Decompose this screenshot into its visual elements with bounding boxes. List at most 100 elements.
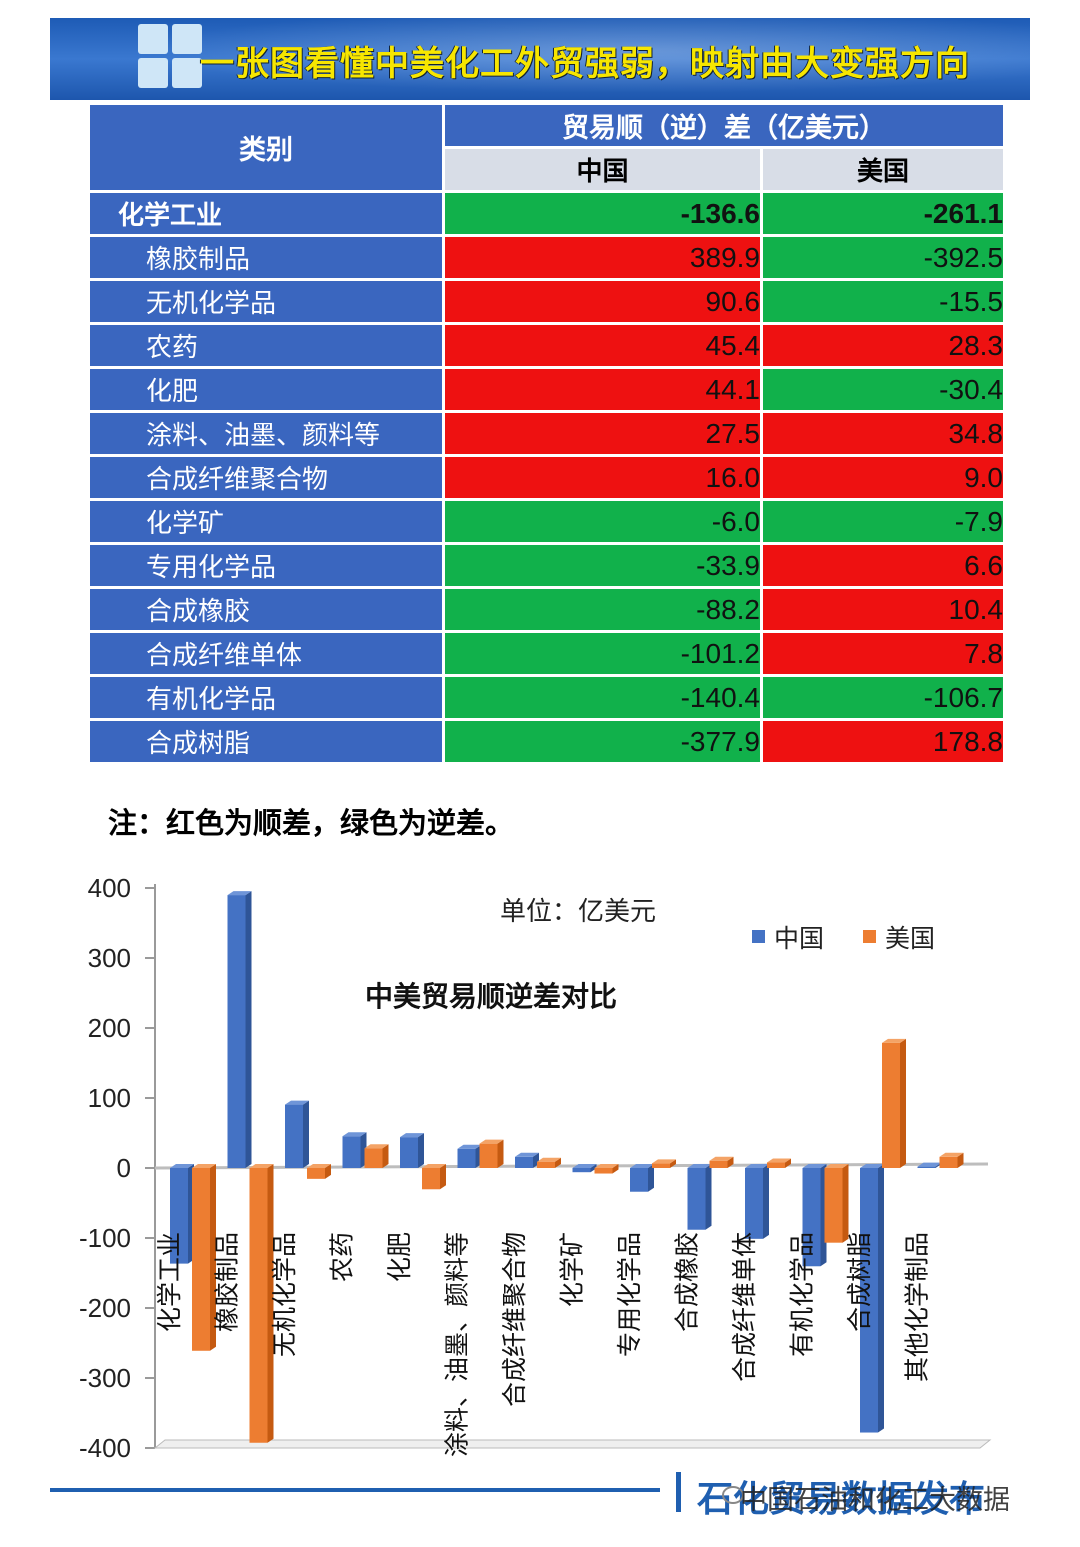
bar-top (285, 1100, 309, 1105)
trade-table: 类别 贸易顺（逆）差（亿美元） 中国 美国 化学工业 -136.6 -261.1 橡胶… (87, 102, 1006, 765)
row-category: 有机化学品 (90, 677, 442, 718)
legend-label: 美国 (885, 924, 935, 953)
category-label: 化肥 (385, 1232, 414, 1282)
category-label: 化学工业 (155, 1232, 184, 1332)
bar-china (227, 895, 246, 1168)
row-category: 合成树脂 (90, 721, 442, 762)
legend-label: 中国 (774, 924, 824, 953)
table-row: 合成纤维单体 -101.2 7.8 (90, 633, 1003, 674)
bar-top (307, 1164, 331, 1168)
wechat-icon (722, 1486, 744, 1504)
y-tick-label: 300 (88, 943, 131, 973)
y-tick-label: 200 (88, 1013, 131, 1043)
row-usa-value: 10.4 (763, 589, 1003, 630)
bar-usa (882, 1042, 900, 1168)
bar-side (210, 1164, 216, 1351)
category-label: 有机化学品 (788, 1232, 817, 1357)
chart-title: 中美贸易顺逆差对比 (365, 980, 617, 1013)
category-label: 其他化学制品 (903, 1232, 932, 1382)
row-china-value: 45.4 (445, 325, 760, 366)
bar-top (882, 1038, 906, 1043)
table-row: 化学工业 -136.6 -261.1 (90, 193, 1003, 234)
bar-usa (192, 1168, 210, 1351)
bar-top (594, 1164, 619, 1168)
bar-china (917, 1166, 936, 1168)
bar-top (860, 1164, 884, 1168)
bar-top (479, 1139, 504, 1144)
bar-top (422, 1164, 446, 1168)
bar-top (802, 1164, 827, 1168)
banner: 一张图看懂中美化工外贸强弱，映射由大变强方向 (50, 18, 1030, 100)
row-china-value: -101.2 (445, 633, 760, 674)
bar-china (745, 1168, 763, 1239)
bar-side (648, 1164, 654, 1192)
row-usa-value: -15.5 (763, 281, 1003, 322)
table-row: 橡胶制品 389.9 -392.5 (90, 237, 1003, 278)
bar-usa (537, 1161, 555, 1168)
row-china-value: 389.9 (445, 237, 760, 278)
bar-usa (709, 1160, 728, 1168)
row-category: 合成纤维单体 (90, 633, 442, 674)
row-category: 专用化学品 (90, 545, 442, 586)
header-category: 类别 (90, 105, 442, 190)
row-usa-value: 6.6 (763, 545, 1003, 586)
bar-top (939, 1152, 964, 1157)
category-label: 合成纤维单体 (730, 1232, 759, 1382)
table-row: 化肥 44.1 -30.4 (90, 369, 1003, 410)
category-label: 农药 (328, 1232, 357, 1282)
row-category: 化肥 (90, 369, 442, 410)
table-row: 化学矿 -6.0 -7.9 (90, 501, 1003, 542)
bar-china (630, 1168, 648, 1192)
y-tick-label: 400 (88, 873, 131, 903)
bar-top (824, 1164, 849, 1168)
bar-china (687, 1168, 706, 1230)
footer-brand: 石化贸易数据发布 (697, 1479, 986, 1520)
bar-side (878, 1164, 884, 1433)
logo-square-icon (172, 58, 202, 88)
bar-top (364, 1144, 389, 1149)
bar-usa (939, 1156, 958, 1168)
row-china-value: 16.0 (445, 457, 760, 498)
legend-swatch (863, 930, 876, 943)
row-category: 农药 (90, 325, 442, 366)
row-usa-value: 178.8 (763, 721, 1003, 762)
row-usa-value: -30.4 (763, 369, 1003, 410)
bar-top (249, 1164, 274, 1168)
trade-balance-chart: 400 300 200 100 0 -100 -200 -300 -400 化学工业 橡胶制品 无机化… (79, 873, 992, 1463)
category-label: 无机化学品 (270, 1232, 299, 1357)
category-label: 涂料、油墨、颜料等 (443, 1232, 472, 1457)
bar-side (900, 1038, 906, 1168)
row-category: 合成纤维聚合物 (90, 457, 442, 498)
bar-china (285, 1104, 303, 1168)
table-row: 合成纤维聚合物 16.0 9.0 (90, 457, 1003, 498)
header-usa: 美国 (763, 149, 1003, 190)
row-category: 无机化学品 (90, 281, 442, 322)
banner-title: 一张图看懂中美化工外贸强弱，映射由大变强方向 (200, 44, 970, 84)
unit-label: 单位：亿美元 (500, 897, 656, 927)
row-usa-value: 34.8 (763, 413, 1003, 454)
bar-top (630, 1164, 654, 1168)
y-tick-label: -200 (79, 1293, 131, 1323)
bar-top (917, 1162, 942, 1167)
bar-top (192, 1164, 216, 1168)
bar-top (652, 1159, 676, 1164)
row-usa-value: -7.9 (763, 501, 1003, 542)
row-usa-value: -392.5 (763, 237, 1003, 278)
row-usa-value: 9.0 (763, 457, 1003, 498)
bar-side (842, 1164, 849, 1243)
row-usa-value: -261.1 (763, 193, 1003, 234)
table-row: 涂料、油墨、颜料等 27.5 34.8 (90, 413, 1003, 454)
row-category: 化学工业 (90, 193, 442, 234)
table-row: 合成树脂 -377.9 178.8 (90, 721, 1003, 762)
category-label: 专用化学品 (615, 1232, 644, 1357)
bar-top (227, 891, 252, 896)
bar-side (497, 1139, 504, 1168)
color-note: 注：红色为顺差，绿色为逆差。 (108, 806, 515, 840)
logo-square-icon (138, 58, 168, 88)
bar-side (382, 1144, 389, 1168)
table-row: 农药 45.4 28.3 (90, 325, 1003, 366)
bar-top (709, 1156, 734, 1161)
bar-side (727, 1156, 734, 1168)
bar-china (342, 1136, 361, 1168)
category-label: 橡胶制品 (213, 1232, 242, 1332)
